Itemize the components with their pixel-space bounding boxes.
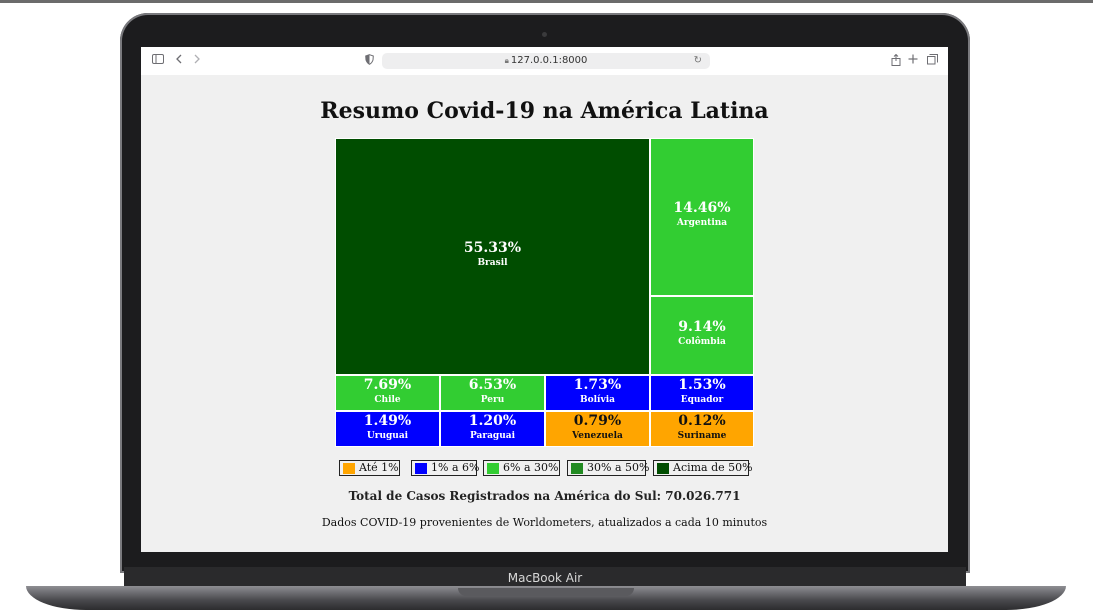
browser-toolbar: 🔒︎ 127.0.0.1:8000 ↻ (141, 47, 948, 75)
treemap-tile[interactable]: 0.12% Suriname (650, 411, 754, 447)
tile-percentage: 9.14% (678, 318, 726, 335)
tile-percentage: 1.49% (363, 413, 412, 429)
tile-country-name: Paraguai (469, 431, 516, 441)
treemap-tile[interactable]: 1.73% Bolívia (545, 375, 650, 411)
browser-window: 🔒︎ 127.0.0.1:8000 ↻ Resumo Covid-19 na Am… (141, 47, 948, 552)
treemap-tile[interactable]: 1.49% Uruguai (335, 411, 440, 447)
reload-icon[interactable]: ↻ (693, 55, 702, 66)
tile-country-name: Equador (680, 395, 724, 405)
total-cases: Total de Casos Registrados na América do… (348, 489, 741, 503)
legend-swatch (415, 463, 427, 474)
tile-percentage: 1.73% (573, 377, 622, 393)
new-tab-icon[interactable] (908, 54, 918, 68)
tile-country-name: Argentina (676, 218, 728, 228)
legend-label: Acima de 50% (673, 461, 753, 474)
device-label: MacBook Air (124, 567, 966, 589)
treemap-tile[interactable]: 14.46% Argentina (650, 138, 754, 296)
page-title: Resumo Covid-19 na América Latina (320, 98, 769, 124)
address-bar[interactable]: 🔒︎ 127.0.0.1:8000 ↻ (382, 53, 710, 69)
treemap-tile[interactable]: 6.53% Peru (440, 375, 545, 411)
laptop-notch (458, 588, 634, 596)
top-border (0, 0, 1093, 3)
treemap-tile[interactable]: 1.20% Paraguai (440, 411, 545, 447)
tile-country-name: Brasil (477, 257, 508, 268)
legend-label: 1% a 6% (431, 461, 480, 474)
tile-percentage: 14.46% (673, 200, 731, 216)
tile-percentage: 7.69% (363, 377, 412, 393)
legend-label: Até 1% (359, 461, 399, 474)
forward-icon[interactable] (193, 54, 201, 68)
tile-country-name: Peru (480, 395, 505, 405)
treemap-tile[interactable]: 7.69% Chile (335, 375, 440, 411)
tile-percentage: 1.53% (678, 377, 726, 393)
legend-item: Acima de 50% (653, 460, 753, 476)
treemap-chart: 55.33% Brasil 14.46% Argentina 9.14% Colômbia… (335, 138, 754, 447)
treemap-tile[interactable]: 55.33% Brasil (335, 138, 650, 375)
legend-swatch (487, 463, 499, 474)
tile-country-name: Venezuela (572, 431, 623, 441)
tab-overview-icon[interactable] (927, 54, 938, 69)
url-text: 127.0.0.1:8000 (510, 55, 588, 66)
legend-swatch (343, 463, 355, 474)
tile-country-name: Suriname (677, 431, 727, 441)
legend-swatch (571, 463, 583, 474)
tile-country-name: Bolívia (580, 395, 615, 405)
data-source-note: Dados COVID-19 provenientes de Worldomet… (321, 516, 768, 529)
tile-percentage: 0.79% (573, 413, 622, 429)
tile-country-name: Chile (374, 395, 401, 405)
legend-item: 30% a 50% (567, 460, 650, 476)
back-icon[interactable] (175, 54, 183, 68)
tile-country-name: Colômbia (678, 336, 726, 347)
treemap-tile[interactable]: 0.79% Venezuela (545, 411, 650, 447)
sidebar-toggle-icon[interactable] (152, 54, 164, 68)
tile-country-name: Uruguai (366, 431, 409, 441)
legend-label: 6% a 30% (503, 461, 559, 474)
legend-item: Até 1% (339, 460, 400, 476)
legend-label: 30% a 50% (587, 461, 650, 474)
tile-percentage: 0.12% (678, 413, 726, 429)
privacy-shield-icon[interactable] (365, 54, 374, 69)
treemap-tile[interactable]: 9.14% Colômbia (650, 296, 754, 375)
tile-percentage: 1.20% (468, 413, 517, 429)
camera-icon (542, 32, 547, 37)
legend-item: 6% a 30% (483, 460, 560, 476)
share-icon[interactable] (891, 53, 901, 70)
tile-percentage: 6.53% (468, 377, 517, 393)
legend-swatch (657, 463, 669, 474)
legend-item: 1% a 6% (411, 460, 480, 476)
lock-icon: 🔒︎ (504, 56, 509, 65)
tile-percentage: 55.33% (463, 239, 522, 256)
treemap-tile[interactable]: 1.53% Equador (650, 375, 754, 411)
